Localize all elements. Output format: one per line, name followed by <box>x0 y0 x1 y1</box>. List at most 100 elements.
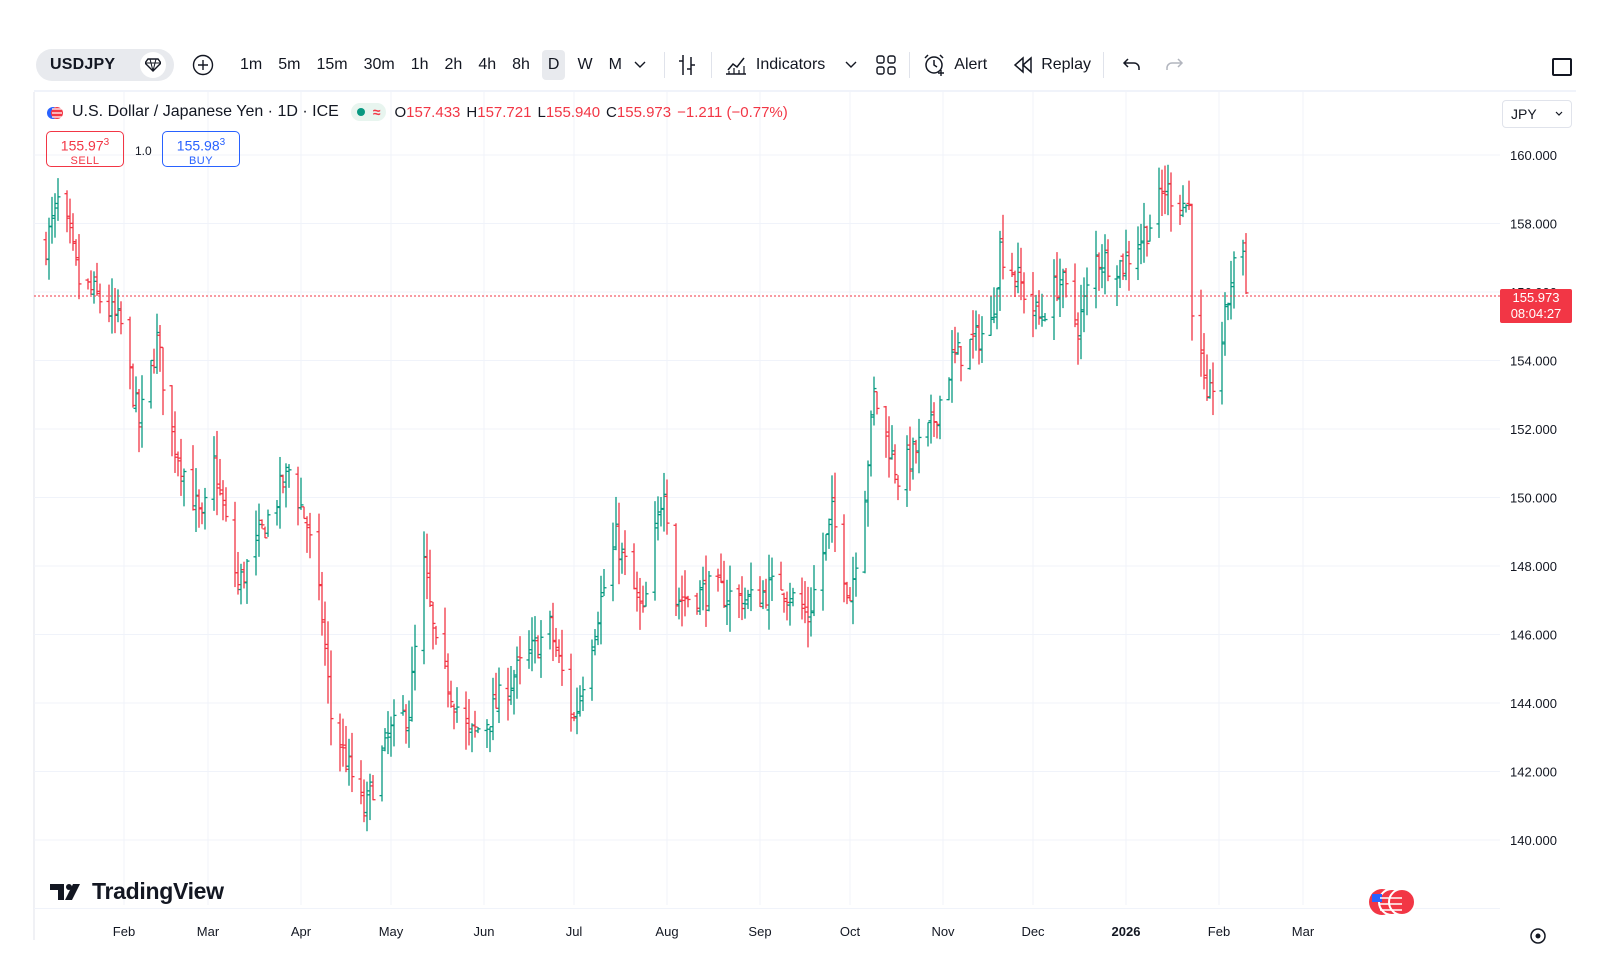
ohlc-bar <box>925 421 931 447</box>
chevron-down-icon[interactable] <box>634 61 646 69</box>
ohlc-bar <box>220 480 226 521</box>
diamond-icon[interactable] <box>140 52 166 78</box>
interval-1m[interactable]: 1m <box>240 56 263 73</box>
change-value: −1.211 (−0.77%) <box>677 103 788 121</box>
y-tick-label: 158.000 <box>1510 217 1557 232</box>
ohlc-bar <box>1099 244 1105 289</box>
interval-2h[interactable]: 2h <box>444 56 463 73</box>
ohlc-bar <box>1117 259 1123 289</box>
interval-d[interactable]: D <box>541 50 566 80</box>
symbol-label: USDJPY <box>50 56 116 73</box>
ohlc-bar <box>1189 203 1195 341</box>
ohlc-bar <box>454 687 460 723</box>
ohlc-bar <box>1162 165 1168 215</box>
ohlc-bar <box>115 289 121 323</box>
currency-selector[interactable]: JPY <box>1502 100 1572 128</box>
low-key: L <box>537 103 546 121</box>
ohlc-bar <box>451 703 457 730</box>
ohlc-bar <box>1159 169 1165 216</box>
ohlc-bar <box>421 531 427 665</box>
interval-5m[interactable]: 5m <box>278 56 301 73</box>
layouts-grid-icon[interactable] <box>875 54 897 76</box>
ohlc-bar <box>67 198 73 244</box>
ohlc-bar <box>790 587 796 607</box>
ohlc-bar <box>340 718 346 767</box>
bar-chart-type-icon[interactable] <box>677 53 699 77</box>
fullscreen-icon[interactable] <box>1552 58 1572 76</box>
ohlc-bar <box>643 581 649 607</box>
ohlc-bar <box>1198 289 1204 377</box>
ohlc-bar <box>652 501 658 601</box>
interval-15m[interactable]: 15m <box>316 56 348 73</box>
ohlc-bar <box>763 578 769 609</box>
replay-icon[interactable] <box>1013 56 1033 74</box>
ohlc-bar <box>466 699 472 746</box>
ohlc-bar <box>1039 293 1045 327</box>
ohlc-bar <box>955 332 961 355</box>
undo-icon[interactable] <box>1122 57 1142 73</box>
ohlc-bar <box>295 466 301 526</box>
interval-4h[interactable]: 4h <box>478 56 497 73</box>
ohlc-bar <box>277 456 283 529</box>
ohlc-bar <box>160 346 166 416</box>
us-flag-badge-icon[interactable] <box>1369 888 1416 916</box>
ohlc-bar <box>1054 252 1060 302</box>
symbol-title[interactable]: U.S. Dollar / Japanese Yen · 1D · ICE <box>72 103 339 120</box>
ohlc-bar <box>574 687 580 735</box>
interval-1h[interactable]: 1h <box>410 56 429 73</box>
redo-icon[interactable] <box>1164 57 1184 73</box>
interval-w[interactable]: W <box>577 56 593 73</box>
x-tick-label: Nov <box>931 924 955 939</box>
quantity-value[interactable]: 1.0 <box>135 144 152 158</box>
alert-button[interactable]: Alert <box>954 56 988 73</box>
ohlc-bar <box>469 723 475 753</box>
buy-button[interactable]: 155.983 BUY <box>162 131 240 167</box>
ohlc-bar <box>820 532 826 611</box>
ohlc-bar <box>550 602 556 662</box>
replay-button[interactable]: Replay <box>1041 56 1091 73</box>
ohlc-bar <box>316 513 322 601</box>
ohlc-bar <box>136 388 142 453</box>
ohlc-bar <box>1018 247 1024 301</box>
ohlc-bar <box>997 230 1003 311</box>
compare-add-icon[interactable] <box>192 54 214 76</box>
ohlc-bar <box>847 587 853 602</box>
ohlc-bar <box>1183 204 1189 213</box>
indicators-button[interactable]: Indicators <box>755 56 826 73</box>
ohlc-bar <box>46 217 52 280</box>
indicators-icon[interactable] <box>724 54 748 76</box>
ohlc-bar <box>70 213 76 251</box>
ohlc-bar <box>256 503 262 557</box>
chevron-down-icon[interactable] <box>845 61 857 69</box>
alert-clock-icon[interactable] <box>922 53 946 77</box>
ohlc-bar <box>211 436 217 511</box>
ohlc-bar <box>700 566 706 611</box>
ohlc-bar <box>967 338 973 370</box>
interval-8h[interactable]: 8h <box>512 56 530 73</box>
symbol-search[interactable]: USDJPY <box>36 49 174 81</box>
ohlc-bar <box>232 501 238 588</box>
ohlc-bar <box>307 512 313 559</box>
settings-gear-icon[interactable] <box>1530 928 1546 944</box>
tradingview-logo[interactable]: TradingView <box>50 878 224 905</box>
ohlc-bar <box>49 196 55 244</box>
ohlc-bar <box>703 555 709 627</box>
ohlc-bar <box>745 589 751 610</box>
ohlc-bar <box>349 732 355 793</box>
ohlc-bar <box>133 376 139 413</box>
interval-m[interactable]: M <box>608 56 622 73</box>
ohlc-bar <box>760 580 766 610</box>
chevron-down-icon <box>1555 111 1563 116</box>
ohlc-bar <box>493 672 499 709</box>
ohlc-bar <box>196 489 202 528</box>
ohlc-bar <box>430 601 436 650</box>
ohlc-bar <box>361 779 367 823</box>
ohlc-bar <box>988 295 994 337</box>
sell-button[interactable]: 155.973 SELL <box>46 131 124 167</box>
y-tick-label: 140.000 <box>1510 833 1557 848</box>
market-status-badge[interactable]: ≈ <box>350 103 387 121</box>
interval-30m[interactable]: 30m <box>363 56 395 73</box>
ohlc-bar <box>169 385 175 457</box>
ohlc-bar <box>784 591 790 621</box>
